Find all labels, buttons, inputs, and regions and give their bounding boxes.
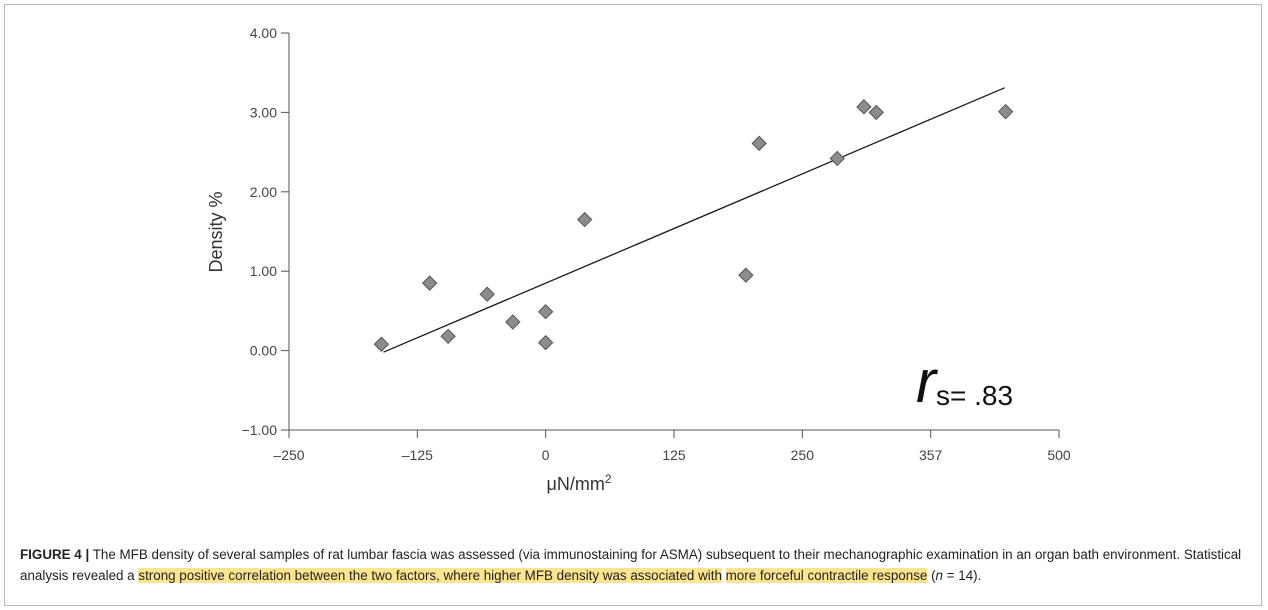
y-tick-label: 3.00 — [250, 104, 277, 120]
annotation-box — [906, 326, 1052, 418]
y-axis-label: Density % — [206, 191, 226, 272]
y-tick-labels: −1.00 0.00 1.00 2.00 3.00 4.00 — [242, 25, 278, 438]
y-tick-label: 2.00 — [250, 184, 277, 200]
data-point — [576, 211, 593, 228]
annotation-subscript: s= .83 — [936, 380, 1013, 411]
x-axis-label-base: μN/mm — [546, 474, 604, 494]
data-points — [373, 99, 1014, 352]
data-point — [537, 303, 554, 320]
caption-highlight-2: more forceful contractile response — [725, 568, 928, 583]
data-point — [421, 275, 438, 291]
trendline — [383, 87, 1005, 353]
annotation-main: r — [916, 348, 938, 415]
caption-text-1: The MFB density of several samples of ra… — [20, 547, 1242, 583]
data-point — [856, 99, 872, 115]
data-point — [738, 267, 754, 283]
figure-caption: FIGURE 4 | The MFB density of several sa… — [20, 544, 1252, 586]
data-point — [751, 135, 767, 152]
x-tick-label: 250 — [791, 447, 815, 463]
data-point — [829, 150, 845, 167]
caption-text-2: ( — [927, 568, 936, 583]
x-tick-label: 357 — [919, 447, 943, 463]
data-point — [868, 104, 884, 121]
x-tick-label: –250 — [273, 447, 304, 463]
x-axis-label: μN/mm2 — [546, 472, 611, 494]
x-tick-label: 0 — [542, 447, 550, 463]
figure-frame — [4, 4, 1262, 606]
data-point — [479, 286, 495, 302]
data-point — [373, 336, 390, 352]
scatter-chart: –250 –125 0 125 250 357 500 −1.00 0.00 1.00 2.00 3… — [206, 25, 1071, 494]
x-tick-label: 500 — [1047, 447, 1071, 463]
x-tick-label: –125 — [402, 447, 433, 463]
correlation-annotation: rs= .83 — [906, 326, 1052, 418]
y-tick-label: 1.00 — [250, 263, 277, 279]
x-axis-label-superscript: 2 — [605, 472, 612, 486]
caption-highlight-1: strong positive correlation between the … — [138, 568, 722, 583]
data-point — [537, 334, 554, 351]
data-point — [505, 314, 521, 330]
x-tick-label: 125 — [662, 447, 686, 463]
caption-text-3: = 14). — [942, 568, 982, 583]
data-point — [997, 103, 1014, 120]
data-point — [440, 328, 456, 345]
x-tick-labels: –250 –125 0 125 250 357 500 — [273, 447, 1070, 463]
caption-label: FIGURE 4 | — [20, 547, 90, 562]
annotation-text: rs= .83 — [916, 348, 1013, 415]
tick-marks — [281, 32, 1060, 438]
caption-n: n — [935, 568, 943, 583]
y-tick-label: −1.00 — [242, 422, 278, 438]
y-tick-label: 4.00 — [250, 25, 277, 41]
y-tick-label: 0.00 — [250, 343, 277, 359]
trendline-group — [383, 87, 1005, 353]
